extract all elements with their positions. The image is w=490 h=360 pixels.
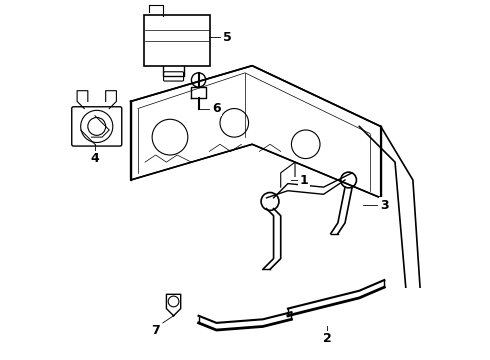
Circle shape	[192, 73, 206, 87]
Text: 4: 4	[91, 152, 99, 165]
FancyBboxPatch shape	[72, 107, 122, 146]
Circle shape	[341, 172, 356, 188]
FancyBboxPatch shape	[164, 72, 184, 81]
Circle shape	[81, 111, 113, 143]
Text: 7: 7	[151, 324, 160, 337]
FancyBboxPatch shape	[144, 15, 210, 66]
Circle shape	[168, 296, 179, 307]
Circle shape	[261, 193, 279, 210]
Text: 5: 5	[223, 31, 231, 44]
Circle shape	[88, 117, 106, 135]
Text: 1: 1	[299, 174, 308, 186]
Text: 6: 6	[212, 102, 220, 115]
Text: 2: 2	[323, 333, 332, 346]
Text: 3: 3	[380, 198, 389, 212]
